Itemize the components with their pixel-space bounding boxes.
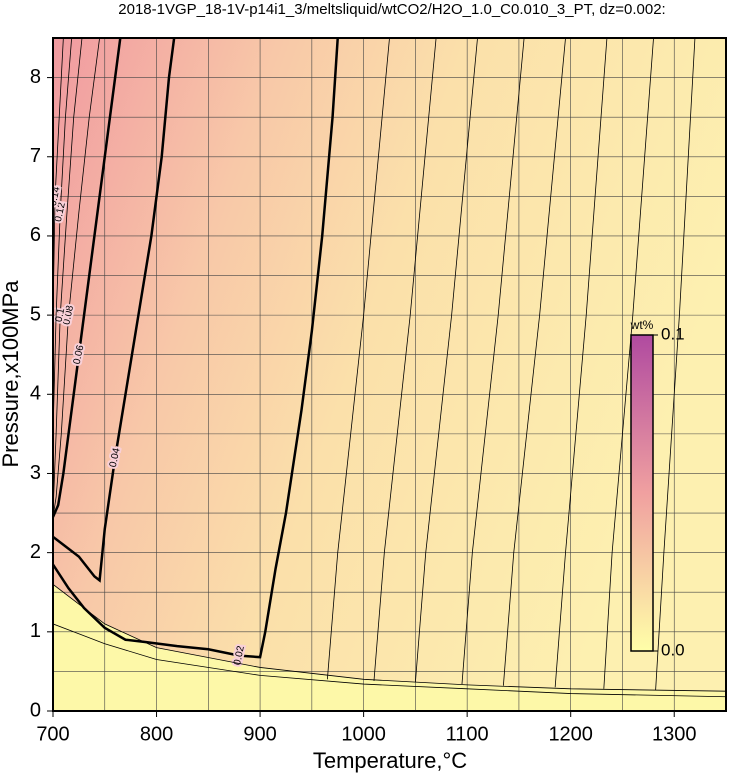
contour-line [414, 38, 478, 683]
x-tick-label: 1300 [652, 723, 697, 745]
colorbar-tick-label: 0.1 [661, 324, 685, 343]
y-tick-label: 1 [30, 620, 41, 642]
x-tick-label: 900 [243, 723, 276, 745]
contour-line [53, 38, 73, 434]
contour-line [461, 38, 525, 685]
plot-background [53, 38, 726, 711]
x-tick-label: 1000 [341, 723, 386, 745]
y-axis-label: Pressure,x100MPa [0, 280, 23, 468]
contour-line [373, 38, 437, 681]
contour-line [554, 38, 608, 688]
contour-line [502, 38, 566, 686]
x-tick-label: 1200 [548, 723, 593, 745]
x-axis-label: Temperature,°C [313, 748, 467, 773]
contour-line [53, 38, 176, 583]
contour-line [53, 38, 339, 659]
y-tick-label: 0 [30, 699, 41, 721]
y-tick-label: 2 [30, 541, 41, 563]
contour-line [53, 38, 122, 518]
chart-title: 2018-1VGP_18-1V-p14i1_3/meltsliquid/wtCO… [118, 1, 665, 18]
contour-line [655, 38, 696, 691]
colorbar-label: wt% [630, 318, 654, 332]
y-tick-label: 6 [30, 224, 41, 246]
x-tick-label: 1100 [446, 723, 489, 745]
colorbar-bar [630, 334, 654, 652]
y-tick-label: 8 [30, 66, 41, 88]
contour-line [53, 38, 100, 518]
x-tick-label: 800 [140, 723, 173, 745]
y-tick-label: 4 [30, 383, 41, 405]
contour-label: 0.14 [48, 185, 63, 207]
plot-frame [52, 37, 727, 712]
contour-line [326, 38, 390, 680]
contour-line [53, 623, 726, 698]
colorbar-tick-label: 0.0 [661, 640, 685, 659]
x-tick-label: 700 [36, 723, 69, 745]
contour-line [53, 584, 726, 692]
y-tick-label: 3 [30, 462, 41, 484]
low-region [53, 584, 726, 711]
colorbar: wt% 0.0 0.1 [630, 318, 685, 659]
contour-line [53, 38, 83, 514]
contour-line [53, 38, 64, 316]
y-tick-label: 7 [30, 145, 41, 167]
plot-area: 0.020.040.060.080.10.120.14 [48, 38, 726, 711]
contour-line [603, 38, 654, 689]
y-tick-label: 5 [30, 303, 41, 325]
